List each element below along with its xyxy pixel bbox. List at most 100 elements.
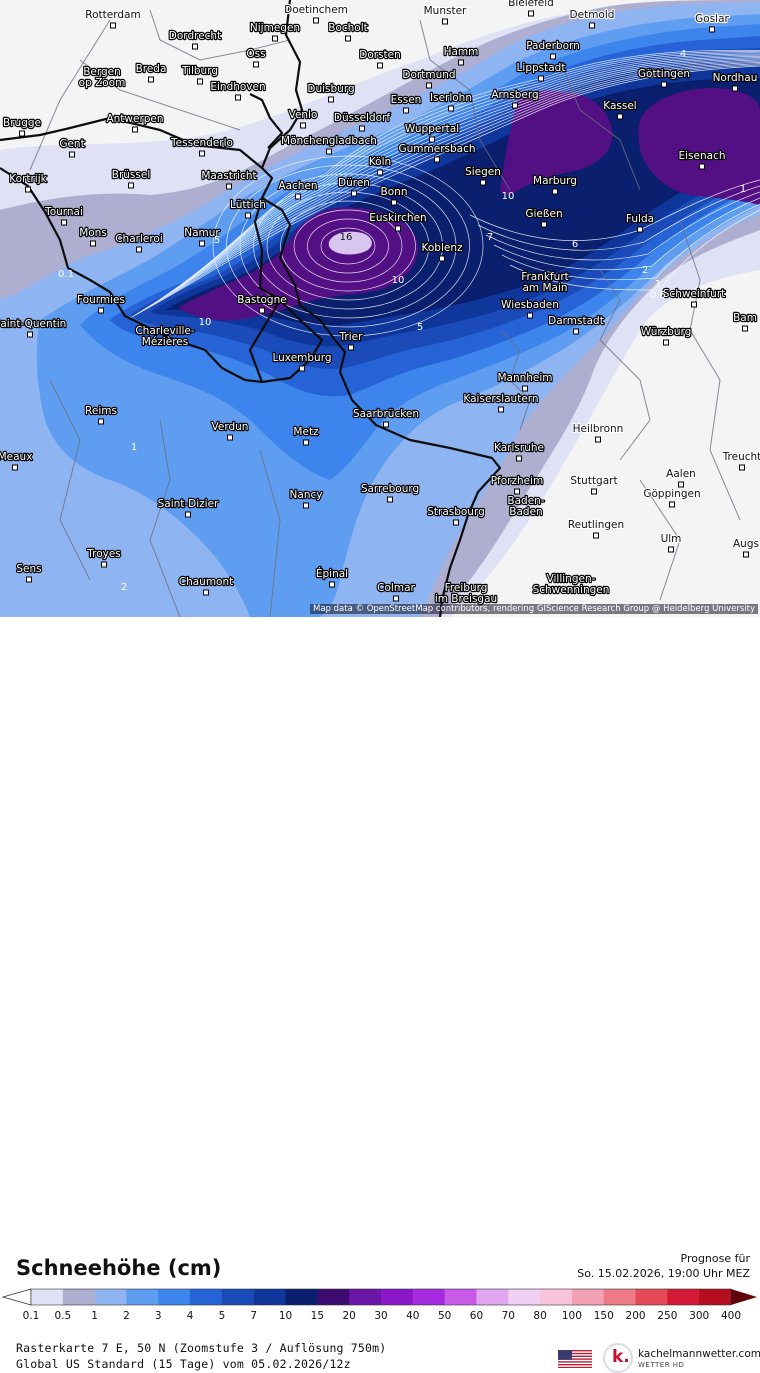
city-label: Gießen (525, 208, 562, 220)
legend-footer: Schneehöhe (cm) Prognose für So. 15.02.2… (0, 617, 760, 760)
city-dot-icon (102, 562, 107, 567)
legend-tick-label: 20 (342, 1310, 355, 1322)
city-label: Koblenz (422, 242, 463, 254)
city-dot-icon (254, 62, 259, 67)
city-label: Baden (509, 506, 542, 518)
city-label: Dorsten (359, 49, 401, 61)
city-dot-icon (349, 345, 354, 350)
city-label: Essen (391, 94, 422, 106)
city-label: Wuppertal (405, 123, 459, 135)
city-label: Gent (59, 138, 84, 150)
city-label: Brugge (3, 117, 41, 129)
city-dot-icon (300, 366, 305, 371)
city-dot-icon (314, 18, 319, 23)
city-label: Dordrecht (169, 30, 221, 42)
city-dot-icon (594, 533, 599, 538)
city-label: am Main (522, 282, 567, 294)
city-dot-icon (352, 191, 357, 196)
city-label: Nijmegen (250, 22, 300, 34)
city-label: Lippstadt (517, 62, 566, 74)
city-label: Munster (424, 5, 467, 17)
city-marker[interactable]: Baden-Baden (507, 495, 544, 518)
legend-tick-label: 10 (279, 1310, 292, 1322)
city-dot-icon (392, 200, 397, 205)
city-label: op Zoom (79, 77, 126, 89)
city-label: Paderborn (526, 40, 580, 52)
city-label: Ulm (661, 533, 682, 545)
city-dot-icon (304, 440, 309, 445)
brand-name[interactable]: kachelmannwetter.com (638, 1348, 760, 1360)
city-dot-icon (70, 152, 75, 157)
legend-tick-label: 2 (123, 1310, 130, 1322)
city-dot-icon (459, 60, 464, 65)
city-label: Bonn (381, 186, 408, 198)
city-dot-icon (394, 596, 399, 601)
legend-swatch (31, 1289, 63, 1305)
city-dot-icon (539, 76, 544, 81)
city-dot-icon (435, 157, 440, 162)
city-label: Antwerpen (106, 113, 163, 125)
city-dot-icon (228, 435, 233, 440)
city-dot-icon (513, 103, 518, 108)
city-label: Duisburg (307, 83, 354, 95)
city-label: Oss (246, 48, 265, 60)
legend-tick-label: 30 (374, 1310, 387, 1322)
contour-label: 1 (655, 279, 661, 290)
kachelmann-logo-icon[interactable]: k. (603, 1343, 633, 1373)
city-label: Eisenach (679, 150, 726, 162)
city-dot-icon (515, 489, 520, 494)
city-dot-icon (670, 502, 675, 507)
city-dot-icon (551, 54, 556, 59)
city-dot-icon (692, 302, 697, 307)
city-dot-icon (28, 332, 33, 337)
city-label: Pforzheim (491, 475, 544, 487)
city-label: Metz (293, 426, 319, 438)
city-label: Goslar (695, 13, 729, 25)
city-label: Köln (369, 156, 391, 168)
city-dot-icon (388, 497, 393, 502)
contour-label: 7 (487, 232, 493, 243)
city-label: Tournai (44, 206, 83, 218)
city-label: Venlo (289, 109, 318, 121)
forecast-time: So. 15.02.2026, 19:00 Uhr MEZ (577, 1267, 750, 1280)
city-dot-icon (404, 108, 409, 113)
city-label: Fulda (626, 213, 654, 225)
forecast-label: Prognose für (681, 1252, 751, 1265)
legend-tick-label: 0.5 (54, 1310, 71, 1322)
contour-label: 2 (121, 582, 127, 593)
city-dot-icon (553, 189, 558, 194)
city-dot-icon (574, 329, 579, 334)
city-label: Reutlingen (568, 519, 624, 531)
city-marker[interactable]: Charleville-Mézières (135, 325, 195, 348)
city-label: Mönchengladbach (281, 135, 377, 147)
city-dot-icon (528, 313, 533, 318)
us-flag-icon[interactable] (558, 1350, 592, 1368)
legend-tick-label: 300 (689, 1310, 709, 1322)
legend-swatch (349, 1289, 381, 1305)
city-dot-icon (304, 503, 309, 508)
city-label: Augs (733, 538, 759, 550)
city-label: Karlsruhe (494, 442, 544, 454)
city-label: Tessenderlo (170, 137, 233, 149)
legend-right-arrow-icon (731, 1289, 757, 1305)
city-dot-icon (529, 11, 534, 16)
legend-tick-label: 250 (657, 1310, 677, 1322)
city-label: Iserlohn (430, 92, 472, 104)
legend-tick-label: 40 (406, 1310, 419, 1322)
city-label: Luxemburg (272, 352, 331, 364)
city-dot-icon (440, 256, 445, 261)
logo-letter: k. (612, 1347, 630, 1367)
contour-label: 10 (199, 317, 212, 328)
city-dot-icon (618, 114, 623, 119)
city-dot-icon (200, 151, 205, 156)
city-dot-icon (664, 340, 669, 345)
city-label: Eindhoven (210, 81, 265, 93)
city-label: Reims (85, 405, 117, 417)
city-dot-icon (20, 131, 25, 136)
city-label: Bam (733, 312, 757, 324)
legend-swatch (158, 1289, 190, 1305)
city-dot-icon (710, 27, 715, 32)
